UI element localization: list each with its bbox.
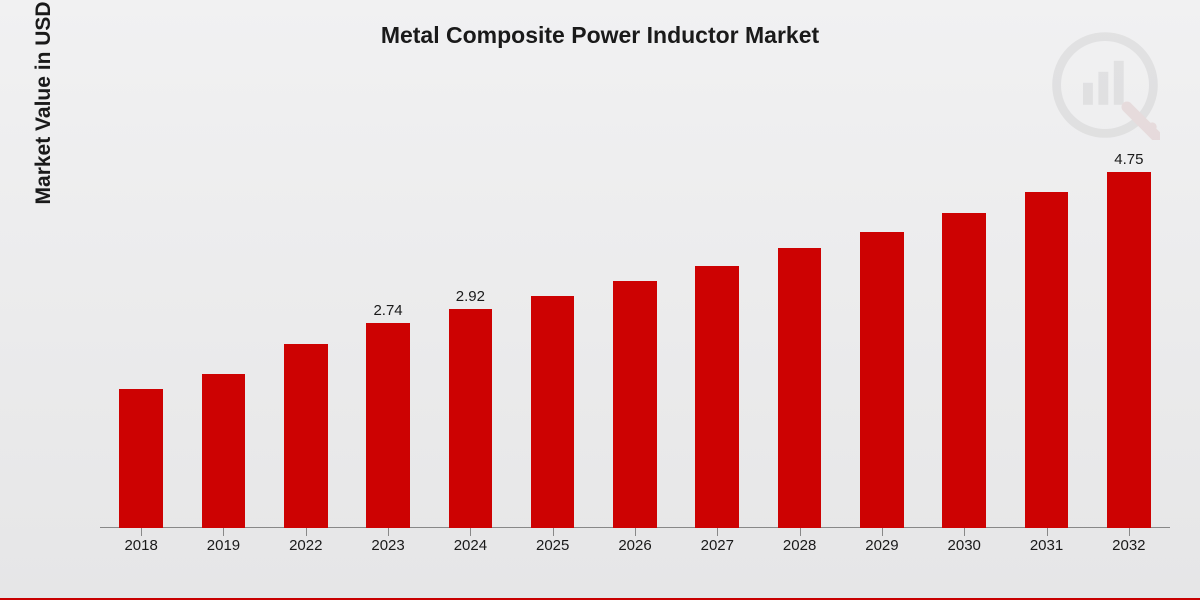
bar-rect xyxy=(1107,172,1151,528)
bar: 2.74 xyxy=(366,302,410,529)
x-axis-label: 2018 xyxy=(124,537,157,554)
x-axis-tick xyxy=(553,528,554,536)
bar xyxy=(202,374,246,528)
chart-title: Metal Composite Power Inductor Market xyxy=(381,22,819,49)
bar xyxy=(1025,192,1069,528)
bar xyxy=(284,344,328,528)
bar-value-label: 2.92 xyxy=(456,288,485,305)
x-axis-tick xyxy=(306,528,307,536)
bar-value-label: 4.75 xyxy=(1114,151,1143,168)
bar-rect xyxy=(449,309,493,528)
x-axis-label: 2019 xyxy=(207,537,240,554)
x-axis-tick xyxy=(470,528,471,536)
bar xyxy=(695,266,739,529)
bar: 2.92 xyxy=(449,288,493,528)
x-axis-label: 2027 xyxy=(701,537,734,554)
x-axis-label: 2023 xyxy=(371,537,404,554)
bar-rect xyxy=(942,213,986,528)
x-axis-label: 2026 xyxy=(618,537,651,554)
x-axis-tick xyxy=(717,528,718,536)
x-axis-label: 2031 xyxy=(1030,537,1063,554)
bar-rect xyxy=(284,344,328,528)
x-axis-label: 2025 xyxy=(536,537,569,554)
plot-area: 2.74 2.92 4.75 xyxy=(100,110,1170,528)
bar-value-label: 2.74 xyxy=(373,302,402,319)
x-axis-label: 2032 xyxy=(1112,537,1145,554)
x-axis-tick xyxy=(141,528,142,536)
bar xyxy=(119,389,163,528)
bar xyxy=(613,281,657,529)
bar-rect xyxy=(366,323,410,529)
bar xyxy=(860,232,904,528)
x-axis-label: 2029 xyxy=(865,537,898,554)
x-axis-label: 2024 xyxy=(454,537,487,554)
bar xyxy=(778,248,822,528)
x-axis-tick xyxy=(635,528,636,536)
x-axis-tick xyxy=(1047,528,1048,536)
x-axis-tick xyxy=(1129,528,1130,536)
x-axis-label: 2028 xyxy=(783,537,816,554)
bar xyxy=(531,296,575,529)
bar xyxy=(942,213,986,528)
x-axis-tick xyxy=(223,528,224,536)
x-axis-tick xyxy=(882,528,883,536)
bar-rect xyxy=(202,374,246,528)
y-axis-label: Market Value in USD Billion xyxy=(32,0,56,204)
bar-rect xyxy=(778,248,822,528)
bar-rect xyxy=(695,266,739,529)
bar-rect xyxy=(860,232,904,528)
x-axis-tick xyxy=(800,528,801,536)
x-axis-label: 2030 xyxy=(948,537,981,554)
bar-rect xyxy=(119,389,163,528)
bar-rect xyxy=(531,296,575,529)
bar-rect xyxy=(613,281,657,529)
x-axis-tick xyxy=(388,528,389,536)
x-axis-tick xyxy=(964,528,965,536)
bar-rect xyxy=(1025,192,1069,528)
bar: 4.75 xyxy=(1107,151,1151,528)
x-axis-label: 2022 xyxy=(289,537,322,554)
chart-container: Metal Composite Power Inductor Market Ma… xyxy=(0,0,1200,600)
